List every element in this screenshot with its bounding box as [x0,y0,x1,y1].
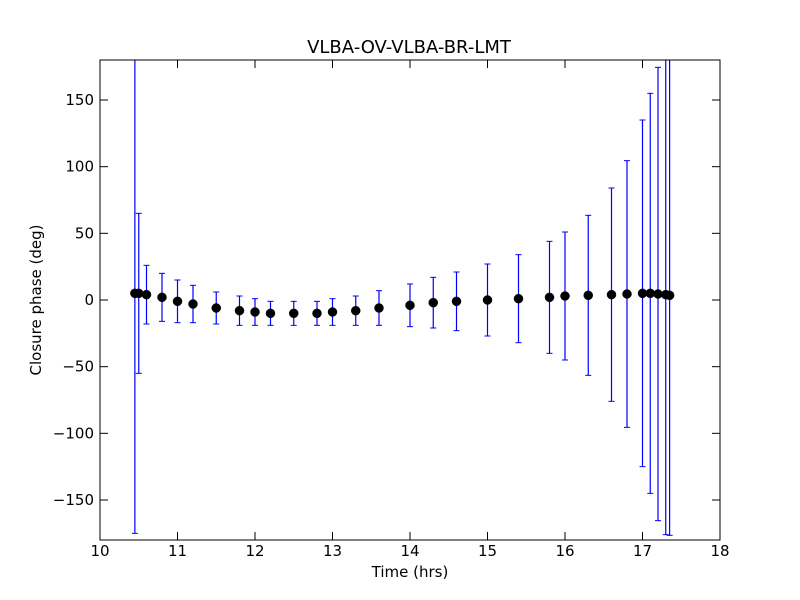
x-tick-label: 10 [90,542,109,560]
data-point [234,305,245,316]
data-point [289,308,299,319]
data-point [428,297,438,308]
x-tick-label: 17 [633,542,652,560]
y-tick-label: 100 [65,158,94,176]
data-point [134,288,144,299]
data-point [172,296,183,307]
chart-title: VLBA-OV-VLBA-BR-LMT [307,37,512,58]
data-point [327,307,338,317]
data-point [583,290,593,301]
y-axis: −150 −100 −50 0 50 100 150 [53,91,720,509]
data-point [157,292,167,303]
data-point [351,305,361,316]
data-point [141,289,152,300]
data-point [544,292,555,303]
data-point [250,307,260,317]
y-axis-label: Closure phase (deg) [27,225,45,376]
data-point [265,308,276,319]
y-tick-label: −50 [62,358,94,376]
y-tick-label: −150 [53,491,94,509]
y-tick-label: 50 [75,224,94,242]
data-point [374,303,384,313]
y-tick-label: 150 [65,91,94,109]
data-point [664,290,675,301]
data-point [188,299,198,309]
x-tick-label: 11 [168,542,187,560]
data-point [560,291,570,301]
x-tick-label: 15 [478,542,497,560]
data-point [405,300,415,311]
data-point [482,295,493,305]
data-point [312,308,322,319]
x-tick-label: 14 [400,542,419,560]
x-tick-label: 12 [245,542,264,560]
y-tick-label: 0 [84,291,94,309]
x-tick-label: 18 [710,542,729,560]
x-axis: 10 11 12 13 14 15 16 17 18 [90,60,730,560]
plot-area [130,60,675,536]
x-tick-label: 13 [323,542,342,560]
data-point [211,303,221,313]
x-axis-label: Time (hrs) [371,563,449,581]
data-point [606,289,617,300]
y-tick-label: −100 [53,424,94,442]
data-point [622,289,632,299]
data-point [451,296,462,307]
x-tick-label: 16 [555,542,574,560]
data-point [513,293,524,304]
